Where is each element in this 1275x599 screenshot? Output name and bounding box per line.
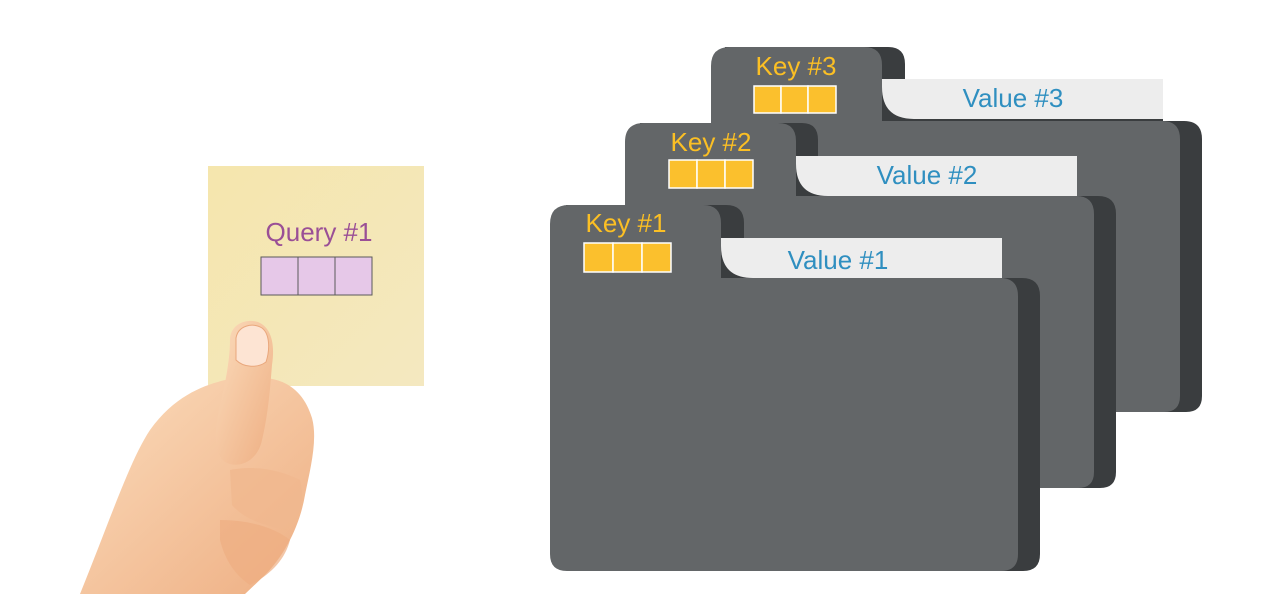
folder-2-key-vector (668, 159, 754, 189)
key-vector-cell (668, 159, 698, 189)
key-vector-cell (583, 242, 614, 273)
folder-1-key-label: Key #1 (586, 208, 667, 238)
folder-2-value-tab (796, 156, 1077, 196)
key-vector-cell (724, 159, 754, 189)
folder-3-value-label: Value #3 (963, 83, 1064, 113)
hand-finger-fold (220, 520, 290, 585)
thumbnail (235, 324, 270, 367)
query-vector (260, 256, 373, 296)
key-vector-cell (612, 242, 643, 273)
query-vector-cell (297, 256, 336, 296)
key-vector-cell (753, 85, 782, 114)
folder-1-key-vector (583, 242, 672, 273)
folder-1: Key #1 Value #1 (550, 205, 1040, 571)
folder-3-key-label: Key #3 (756, 51, 837, 81)
query-vector-cell (334, 256, 373, 296)
folder-1-body (550, 205, 1018, 571)
key-vector-cell (696, 159, 726, 189)
folder-1-value-tab (721, 238, 1002, 278)
folder-3-value-tab (882, 79, 1163, 119)
key-vector-cell (780, 85, 809, 114)
key-vector-cell (807, 85, 837, 114)
query-label: Query #1 (266, 217, 373, 247)
hand-finger-fold (230, 468, 302, 530)
hand-illustration (80, 320, 315, 594)
folder-2-value-label: Value #2 (877, 160, 978, 190)
query-vector-cell (260, 256, 299, 296)
folder-3-key-vector (753, 85, 837, 114)
key-vector-cell (641, 242, 672, 273)
folder-1-value-label: Value #1 (788, 245, 889, 275)
folder-2-key-label: Key #2 (671, 127, 752, 157)
